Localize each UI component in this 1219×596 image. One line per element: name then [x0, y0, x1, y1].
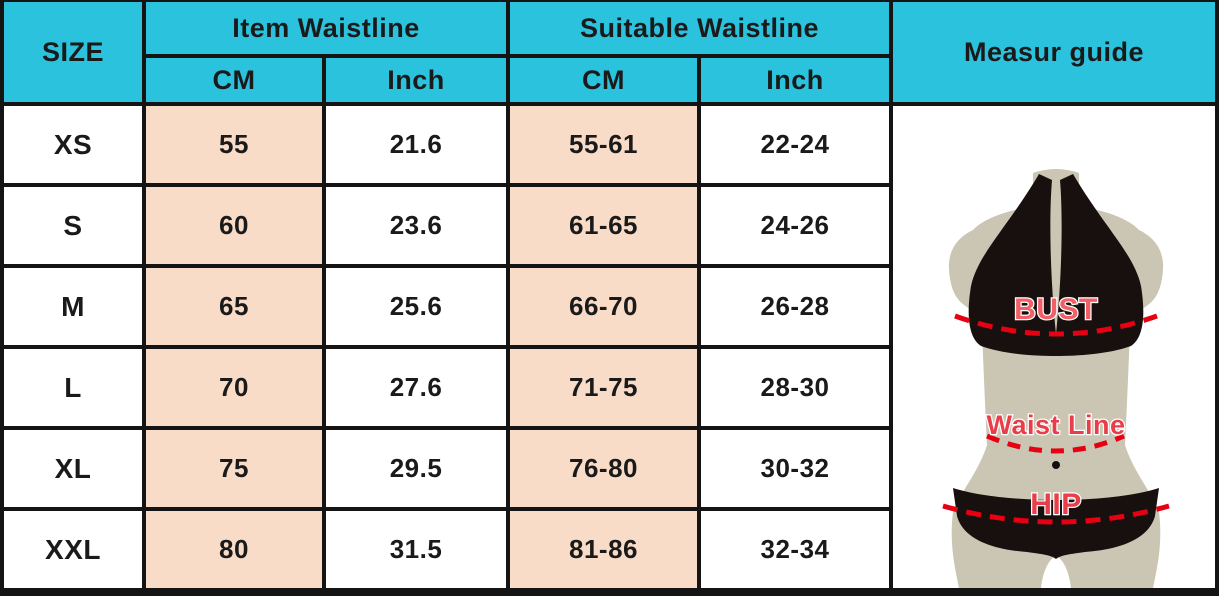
bust-line	[954, 313, 1158, 337]
row-xl-size: XL	[4, 430, 142, 507]
header-suitable-waistline: Suitable Waistline	[510, 2, 889, 54]
waist-line	[986, 433, 1126, 454]
row-l-suitable-inch: 28-30	[701, 349, 889, 426]
row-xl-suitable-inch: 30-32	[701, 430, 889, 507]
header-unit-suitable-cm: CM	[510, 58, 697, 102]
row-xxl-item-cm: 80	[146, 511, 322, 588]
header-unit-item-cm: CM	[146, 58, 322, 102]
header-unit-item-inch: Inch	[326, 58, 506, 102]
row-xs-suitable-cm: 55-61	[510, 106, 697, 183]
row-xs-item-inch: 21.6	[326, 106, 506, 183]
row-xs-size: XS	[4, 106, 142, 183]
row-l-item-inch: 27.6	[326, 349, 506, 426]
header-size: SIZE	[4, 2, 142, 102]
row-l-size: L	[4, 349, 142, 426]
bust-label: BUST	[1014, 293, 1098, 326]
measurement-figure: BUST Waist Line HIP	[942, 169, 1170, 588]
row-s-suitable-inch: 24-26	[701, 187, 889, 264]
row-xl-item-cm: 75	[146, 430, 322, 507]
waist-label: Waist Line	[986, 410, 1125, 440]
row-m-suitable-inch: 26-28	[701, 268, 889, 345]
header-unit-suitable-inch: Inch	[701, 58, 889, 102]
row-m-item-cm: 65	[146, 268, 322, 345]
row-s-item-cm: 60	[146, 187, 322, 264]
row-xl-item-inch: 29.5	[326, 430, 506, 507]
bikini-bottom	[953, 488, 1159, 559]
row-s-suitable-cm: 61-65	[510, 187, 697, 264]
row-xs-item-cm: 55	[146, 106, 322, 183]
row-xs-suitable-inch: 22-24	[701, 106, 889, 183]
row-s-size: S	[4, 187, 142, 264]
header-measure-guide: Measur guide	[893, 2, 1215, 102]
hip-line	[942, 503, 1170, 525]
row-l-suitable-cm: 71-75	[510, 349, 697, 426]
row-xxl-suitable-cm: 81-86	[510, 511, 697, 588]
row-l-item-cm: 70	[146, 349, 322, 426]
row-s-item-inch: 23.6	[326, 187, 506, 264]
measure-guide-cell: BUST Waist Line HIP	[893, 106, 1215, 588]
row-xxl-size: XXL	[4, 511, 142, 588]
bikini-top	[968, 174, 1144, 356]
row-m-suitable-cm: 66-70	[510, 268, 697, 345]
row-m-item-inch: 25.6	[326, 268, 506, 345]
navel-dot	[1052, 461, 1060, 469]
row-xxl-suitable-inch: 32-34	[701, 511, 889, 588]
row-xl-suitable-cm: 76-80	[510, 430, 697, 507]
header-item-waistline: Item Waistline	[146, 2, 506, 54]
row-xxl-item-inch: 31.5	[326, 511, 506, 588]
row-m-size: M	[4, 268, 142, 345]
hip-label: HIP	[1030, 488, 1082, 521]
